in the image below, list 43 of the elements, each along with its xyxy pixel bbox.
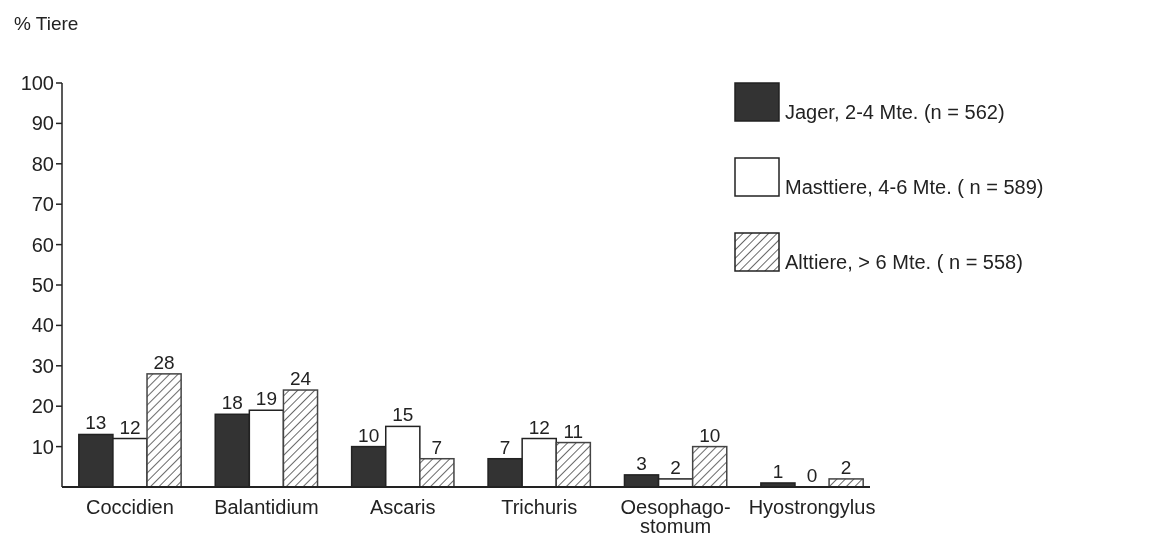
y-tick-label: 40 [31,314,54,337]
y-tick-label: 70 [31,193,54,216]
x-tick-label: Hyostrongylus [748,496,876,518]
y-tick-label: 100 [20,72,54,94]
y-tick-label: 50 [31,274,54,296]
x-tick-label: Balantidium [214,496,319,518]
x-tick-label: Ascaris [370,496,436,518]
data-label: 1 [772,460,784,482]
data-label: 15 [392,404,414,426]
data-label: 11 [563,420,584,442]
data-label: 10 [699,424,721,446]
legend-label: Masttiere, 4-6 Mte. ( n = 589) [785,176,1044,198]
data-label: 7 [499,436,511,458]
x-tick-label: Trichuris [501,496,578,518]
bar [146,373,182,488]
y-axis-title: % Tiere [14,13,79,34]
data-label: 18 [221,392,243,414]
data-label: 2 [840,456,852,478]
y-tick-label: 30 [31,354,54,377]
legend-label: Jager, 2-4 Mte. (n = 562) [785,101,1005,123]
data-label: 7 [431,436,443,458]
bar [555,441,592,488]
y-tick-label: 90 [31,112,54,135]
data-label: 19 [255,388,277,410]
data-label: 28 [153,351,175,373]
data-label: 2 [670,456,681,478]
data-label: 13 [85,412,107,434]
y-tick-label: 10 [31,435,54,458]
data-label: 3 [636,452,647,474]
data-label: 10 [358,424,380,446]
y-tick-label: 80 [31,152,54,175]
bar [282,389,319,488]
x-tick-label: Oesophago- stomum [620,496,731,537]
y-tick-label: 60 [31,233,54,256]
bar [691,445,728,488]
x-tick-label: Coccidien [86,496,174,518]
y-tick-label: 20 [31,395,54,418]
legend-label: Alttiere, > 6 Mte. ( n = 558) [785,251,1023,273]
data-label: 0 [806,465,818,486]
data-label: 12 [528,416,550,438]
data-label: 12 [119,416,141,438]
data-label: 24 [289,368,312,390]
bar [419,457,455,488]
